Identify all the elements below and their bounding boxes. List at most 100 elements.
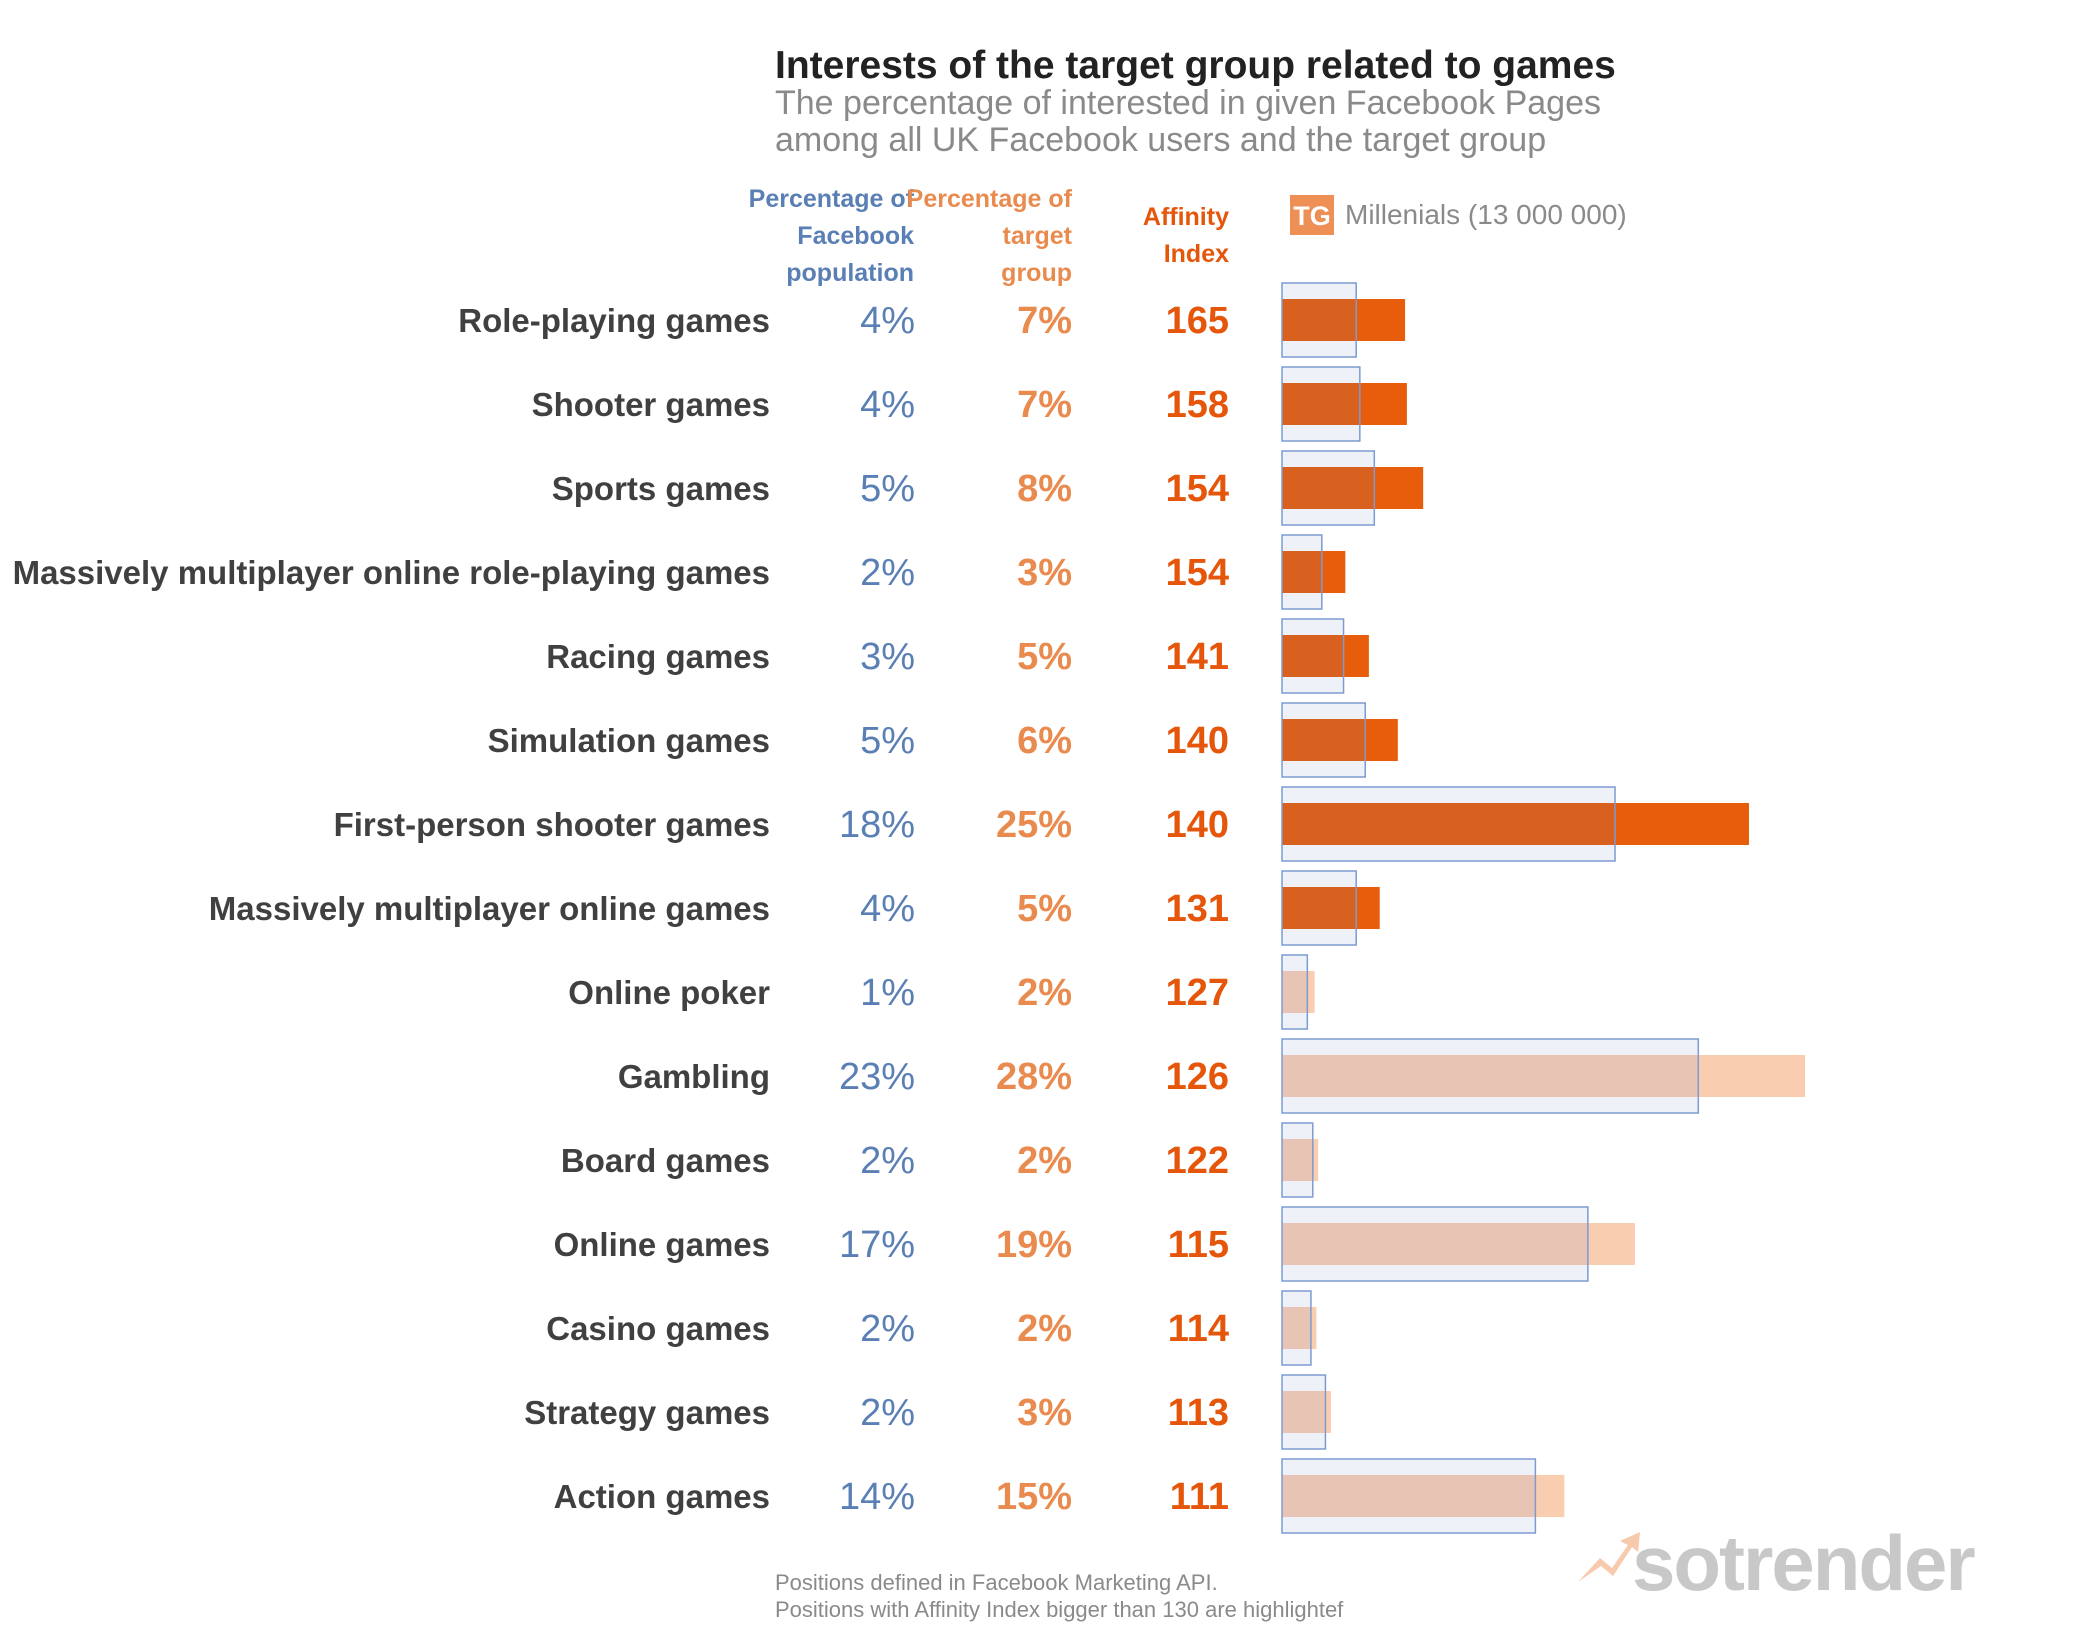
category-label: Action games xyxy=(554,1478,770,1515)
table-row: Sports games 5% 8% 154 xyxy=(552,450,1424,526)
target-percentage: 2% xyxy=(1017,1140,1072,1182)
category-label: Casino games xyxy=(546,1310,770,1347)
table-row: Massively multiplayer online games 4% 5% 13… xyxy=(209,870,1380,946)
header-facebook-line-2: Facebook xyxy=(797,222,914,250)
legend-badge-text: TG xyxy=(1293,201,1331,231)
header-target-line-2: target xyxy=(1003,222,1073,250)
facebook-bar xyxy=(1281,786,1616,862)
facebook-bar xyxy=(1281,702,1367,778)
header-target-line-3: group xyxy=(1001,259,1072,287)
facebook-bar xyxy=(1281,1206,1589,1282)
facebook-percentage: 3% xyxy=(860,636,915,678)
logo-text: sotrender xyxy=(1632,1519,1975,1607)
facebook-percentage: 2% xyxy=(860,552,915,594)
facebook-percentage: 4% xyxy=(860,384,915,426)
target-percentage: 3% xyxy=(1017,552,1072,594)
target-percentage: 8% xyxy=(1017,468,1072,510)
trend-arrow-icon xyxy=(1578,1532,1640,1582)
target-percentage: 15% xyxy=(996,1476,1072,1518)
table-row: Strategy games 2% 3% 113 xyxy=(524,1374,1331,1450)
target-percentage: 5% xyxy=(1017,636,1072,678)
target-percentage: 19% xyxy=(996,1224,1072,1266)
facebook-bar xyxy=(1281,1038,1700,1114)
target-percentage: 2% xyxy=(1017,972,1072,1014)
facebook-percentage: 5% xyxy=(860,720,915,762)
target-bar-overlap xyxy=(1282,635,1344,677)
brand-logo: sotrender xyxy=(1578,1519,1977,1607)
facebook-percentage: 2% xyxy=(860,1140,915,1182)
affinity-index: 115 xyxy=(1168,1224,1229,1266)
facebook-percentage: 4% xyxy=(860,300,915,342)
target-percentage: 2% xyxy=(1017,1308,1072,1350)
facebook-bar xyxy=(1281,1374,1327,1450)
table-row: Racing games 3% 5% 141 xyxy=(546,618,1369,694)
affinity-index: 126 xyxy=(1166,1056,1229,1098)
affinity-index: 140 xyxy=(1166,804,1229,846)
table-row: Board games 2% 2% 122 xyxy=(561,1122,1319,1198)
target-bar-overlap xyxy=(1282,719,1366,761)
category-label: Massively multiplayer online games xyxy=(209,890,770,927)
target-bar-overlap xyxy=(1282,1055,1699,1097)
facebook-percentage: 23% xyxy=(839,1056,915,1098)
category-label: First-person shooter games xyxy=(334,806,770,843)
target-bar-overlap xyxy=(1282,1391,1326,1433)
header-facebook: Percentage of Facebook population xyxy=(749,185,915,287)
table-row: Gambling 23% 28% 126 xyxy=(618,1038,1806,1114)
legend-label: Millenials (13 000 000) xyxy=(1345,199,1627,230)
category-label: Gambling xyxy=(618,1058,770,1095)
target-percentage: 7% xyxy=(1017,384,1072,426)
affinity-index: 131 xyxy=(1166,888,1229,930)
header-facebook-line-3: population xyxy=(786,259,914,287)
affinity-index: 158 xyxy=(1166,384,1229,426)
facebook-percentage: 14% xyxy=(839,1476,915,1518)
legend-badge xyxy=(1290,195,1334,235)
target-percentage: 6% xyxy=(1017,720,1072,762)
facebook-bar xyxy=(1281,450,1376,526)
affinity-index: 113 xyxy=(1168,1392,1229,1434)
table-row: Massively multiplayer online role-playin… xyxy=(13,534,1346,610)
table-row: Action games 14% 15% 111 xyxy=(554,1458,1565,1534)
chart-subtitle-line-2: among all UK Facebook users and the targ… xyxy=(775,121,1546,159)
header-affinity: Affinity Index xyxy=(1143,203,1229,268)
table-row: Shooter games 4% 7% 158 xyxy=(532,366,1407,442)
affinity-index: 122 xyxy=(1166,1140,1229,1182)
target-bar-overlap xyxy=(1282,1307,1311,1349)
target-bar-overlap xyxy=(1282,1223,1588,1265)
category-label: Strategy games xyxy=(524,1394,770,1431)
facebook-percentage: 17% xyxy=(839,1224,915,1266)
affinity-index: 127 xyxy=(1166,972,1229,1014)
target-bar-overlap xyxy=(1282,383,1360,425)
footnote-2: Positions with Affinity Index bigger tha… xyxy=(775,1597,1344,1622)
table-row: Casino games 2% 2% 114 xyxy=(546,1290,1317,1366)
facebook-bar xyxy=(1281,366,1361,442)
target-bar-overlap xyxy=(1282,467,1375,509)
facebook-percentage: 5% xyxy=(860,468,915,510)
header-affinity-line-2: Index xyxy=(1164,240,1229,268)
table-row: Online games 17% 19% 115 xyxy=(554,1206,1635,1282)
category-label: Online poker xyxy=(568,974,770,1011)
target-bar-overlap xyxy=(1282,1475,1536,1517)
header-facebook-line-1: Percentage of xyxy=(749,185,915,213)
facebook-bar xyxy=(1281,1290,1312,1366)
target-bar-overlap xyxy=(1282,1139,1313,1181)
category-label: Online games xyxy=(554,1226,770,1263)
facebook-bar xyxy=(1281,954,1309,1030)
category-label: Simulation games xyxy=(488,722,770,759)
rows: Role-playing games 4% 7% 165 Shooter games 4%… xyxy=(13,282,1806,1534)
facebook-percentage: 4% xyxy=(860,888,915,930)
target-bar-overlap xyxy=(1282,299,1357,341)
affinity-index: 154 xyxy=(1166,468,1229,510)
facebook-percentage: 18% xyxy=(839,804,915,846)
header-target-line-1: Percentage of xyxy=(907,185,1073,213)
affinity-index: 154 xyxy=(1166,552,1229,594)
facebook-percentage: 1% xyxy=(860,972,915,1014)
facebook-bar xyxy=(1281,618,1345,694)
affinity-index: 141 xyxy=(1166,636,1229,678)
category-label: Massively multiplayer online role-playin… xyxy=(13,554,770,591)
affinity-index: 165 xyxy=(1166,300,1229,342)
facebook-bar xyxy=(1281,534,1323,610)
chart-subtitle-line-1: The percentage of interested in given Fa… xyxy=(775,84,1601,122)
table-row: Online poker 1% 2% 127 xyxy=(568,954,1315,1030)
facebook-bar xyxy=(1281,1458,1537,1534)
